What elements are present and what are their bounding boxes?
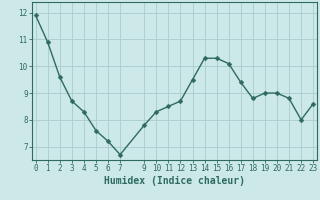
X-axis label: Humidex (Indice chaleur): Humidex (Indice chaleur) bbox=[104, 176, 245, 186]
